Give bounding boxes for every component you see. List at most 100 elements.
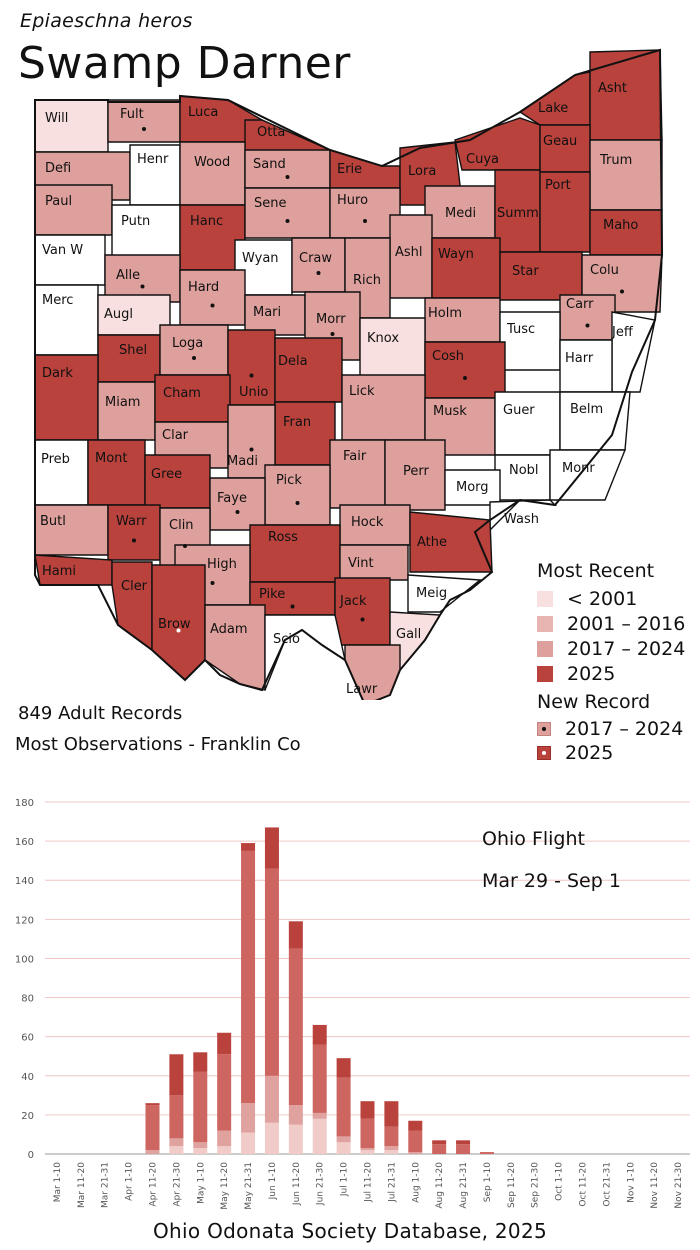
county-label: Hanc xyxy=(190,214,223,229)
county-label: Dela xyxy=(278,354,308,369)
county-label: Sand xyxy=(253,157,286,172)
new-record-dot xyxy=(192,356,196,360)
county-label: Cler xyxy=(121,579,148,594)
species-common-name: Swamp Darner xyxy=(18,38,351,89)
species-latin-name: Epiaeschna heros xyxy=(20,10,193,32)
new-record-dot xyxy=(140,284,145,289)
bar-segment xyxy=(408,1152,423,1154)
county-label: Wayn xyxy=(438,247,474,262)
county-label: Gree xyxy=(151,467,182,482)
county-will xyxy=(34,99,109,153)
county-label: Warr xyxy=(116,514,147,529)
bar-segment xyxy=(193,1052,208,1072)
new-record-dot xyxy=(290,604,295,609)
bar-segment xyxy=(360,1150,375,1154)
county-dela xyxy=(274,337,343,403)
state-outline xyxy=(34,48,664,700)
chart-subtitle: Mar 29 - Sep 1 xyxy=(482,870,621,892)
county-label: Craw xyxy=(299,251,332,266)
county-label: Carr xyxy=(566,297,594,312)
bar-segment xyxy=(360,1148,375,1151)
bar-segment xyxy=(241,1132,256,1154)
x-tick-label: Jun 1-10 xyxy=(268,1162,278,1201)
bar-segment xyxy=(288,1105,303,1125)
x-tick-label: Sep 21-30 xyxy=(531,1162,541,1208)
bar-segment xyxy=(312,1118,327,1154)
y-tick-label: 40 xyxy=(21,1072,34,1083)
county-label: Luca xyxy=(188,105,218,120)
new-record-dot xyxy=(235,510,240,514)
county-label: Mont xyxy=(95,451,128,466)
legend-item: 2025 xyxy=(537,661,697,686)
x-tick-label: Jul 1-10 xyxy=(340,1162,350,1197)
x-tick-label: May 1-10 xyxy=(196,1162,206,1204)
legend-new-record: 2017 – 2024 2025 xyxy=(537,717,697,765)
new-record-dot xyxy=(620,289,624,294)
county-label: Wyan xyxy=(242,251,279,266)
y-tick-label: 100 xyxy=(15,954,34,965)
new-record-dot xyxy=(585,323,590,328)
legend-label: 2001 – 2016 xyxy=(567,612,686,635)
bar-segment xyxy=(193,1148,208,1154)
county-mont xyxy=(87,439,146,506)
x-tick-label: May 21-31 xyxy=(244,1162,254,1210)
y-tick-label: 120 xyxy=(15,915,34,926)
bar-segment xyxy=(264,868,279,1076)
bar-segment xyxy=(169,1054,184,1096)
county-label: Putn xyxy=(121,214,150,229)
x-tick-label: Aug 11-20 xyxy=(435,1162,445,1209)
legend-swatch xyxy=(537,590,553,607)
x-tick-label: Jun 11-20 xyxy=(292,1162,302,1206)
county-hard xyxy=(179,269,246,326)
county-label: Scio xyxy=(273,632,300,647)
county-label: Gall xyxy=(396,627,421,642)
x-tick-label: Nov 11-20 xyxy=(650,1162,660,1209)
county-label: Summ xyxy=(497,206,539,221)
county-label: Henr xyxy=(137,152,169,167)
county-label: Ross xyxy=(268,530,298,545)
new-record-dot xyxy=(176,628,181,633)
bar-segment xyxy=(432,1140,447,1145)
county-label: Rich xyxy=(353,273,381,288)
bar-segment xyxy=(145,1105,160,1151)
new-record-dot xyxy=(463,376,467,380)
county-label: Pike xyxy=(259,587,285,602)
bar-segment xyxy=(288,1124,303,1154)
county-label: Tusc xyxy=(506,322,535,337)
bar-segment xyxy=(336,1142,351,1154)
chart-title: Ohio Flight xyxy=(482,828,585,850)
county-label: Cuya xyxy=(466,152,499,167)
bar-segment xyxy=(456,1144,471,1154)
legend-swatch-dot xyxy=(537,746,551,760)
county-label: Cham xyxy=(163,386,201,401)
new-record-dot xyxy=(183,544,187,548)
bar-segment xyxy=(336,1077,351,1137)
county-label: Preb xyxy=(41,452,70,467)
county-label: Port xyxy=(545,178,571,193)
county-label: Harr xyxy=(565,351,594,366)
x-tick-label: Apr 1-10 xyxy=(125,1162,135,1201)
county-meig xyxy=(407,574,482,613)
county-label: Hock xyxy=(351,515,384,530)
county-label: Clin xyxy=(169,518,194,533)
county-label: Nobl xyxy=(509,463,539,478)
county-label: Asht xyxy=(598,81,627,96)
legend-label: 2017 – 2024 xyxy=(567,637,686,660)
bar-segment xyxy=(241,1103,256,1133)
county-label: Van W xyxy=(42,243,83,258)
county-miam xyxy=(97,381,156,441)
county-jeff xyxy=(611,311,656,393)
county-preb xyxy=(34,439,89,506)
x-tick-label: Nov 1-10 xyxy=(626,1162,636,1203)
county-label: Trum xyxy=(599,153,632,168)
county-knox xyxy=(359,317,426,381)
legend-new-record-title: New Record xyxy=(537,691,651,713)
county-label: Lora xyxy=(408,164,436,179)
bar-segment xyxy=(360,1118,375,1149)
legend-label: 2017 – 2024 xyxy=(565,718,684,740)
x-tick-label: May 11-20 xyxy=(220,1162,230,1210)
y-tick-label: 60 xyxy=(21,1033,34,1044)
legend-swatch-dot xyxy=(537,722,551,736)
county-label: Faye xyxy=(217,491,247,506)
ohio-county-map: Will Fult Luca Otta Lake Asht Defi Henr Wood Sand… xyxy=(34,48,664,700)
